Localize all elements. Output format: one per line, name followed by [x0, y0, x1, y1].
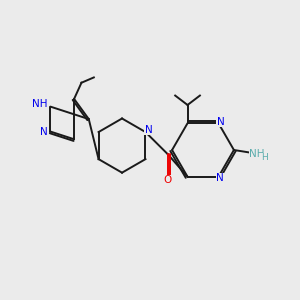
Text: N: N: [40, 127, 47, 136]
Text: O: O: [164, 175, 172, 185]
Text: N: N: [145, 125, 152, 135]
Text: N: N: [216, 173, 224, 183]
Text: N: N: [217, 117, 225, 127]
Text: NH: NH: [249, 149, 265, 159]
Text: H: H: [262, 153, 268, 162]
Text: NH: NH: [32, 99, 47, 109]
